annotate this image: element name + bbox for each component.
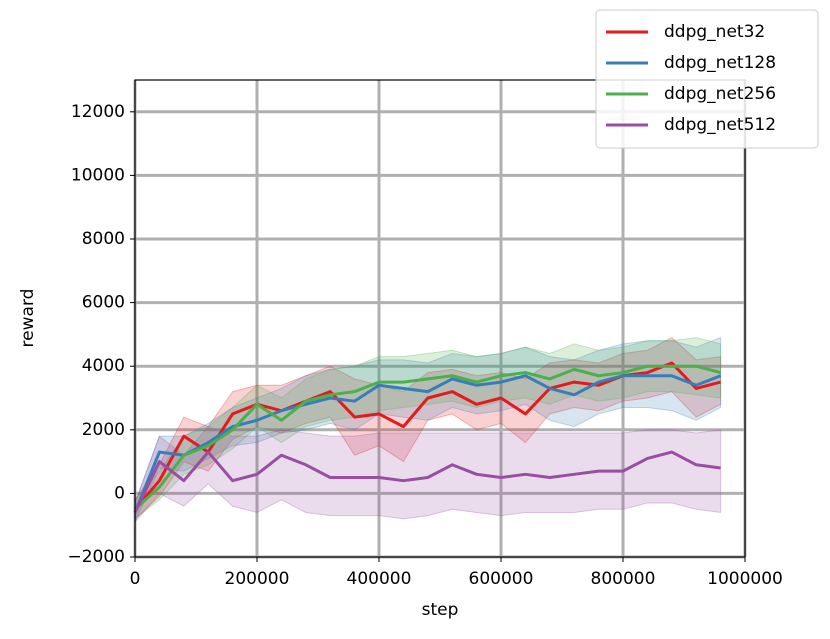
y-axis-label: reward (18, 289, 38, 348)
x-tick-label: 0 (130, 569, 141, 589)
x-tick-label: 200000 (225, 569, 290, 589)
x-axis-label: step (422, 600, 459, 620)
legend-label: ddpg_net512 (664, 115, 776, 135)
legend-label: ddpg_net256 (664, 84, 776, 104)
lines (133, 361, 722, 514)
confidence-band (134, 426, 722, 524)
x-tick-label: 400000 (347, 569, 412, 589)
series-line (133, 374, 722, 514)
series-line (133, 364, 721, 511)
confidence-band (134, 336, 722, 523)
y-tick-label: −2000 (67, 547, 125, 567)
x-tick-label: 1000000 (707, 569, 783, 589)
x-tick-label: 600000 (469, 569, 534, 589)
y-tick-label: 6000 (82, 293, 125, 313)
plot-frame (134, 79, 746, 558)
x-tick-label: 800000 (591, 569, 656, 589)
y-tick-label: 8000 (82, 229, 125, 249)
legend-label: ddpg_net128 (664, 53, 776, 73)
y-tick-label: 4000 (82, 356, 125, 376)
series-line (133, 450, 721, 514)
y-tick-label: 12000 (71, 102, 125, 122)
legend-box (595, 9, 819, 149)
legend: ddpg_net32 ddpg_net128 ddpg_net256 ddpg_net… (595, 9, 819, 149)
y-tick-label: 10000 (71, 165, 125, 185)
legend-label: ddpg_net32 (664, 22, 765, 42)
y-tick-label: 2000 (82, 420, 125, 440)
y-tick-label: 0 (114, 483, 125, 503)
